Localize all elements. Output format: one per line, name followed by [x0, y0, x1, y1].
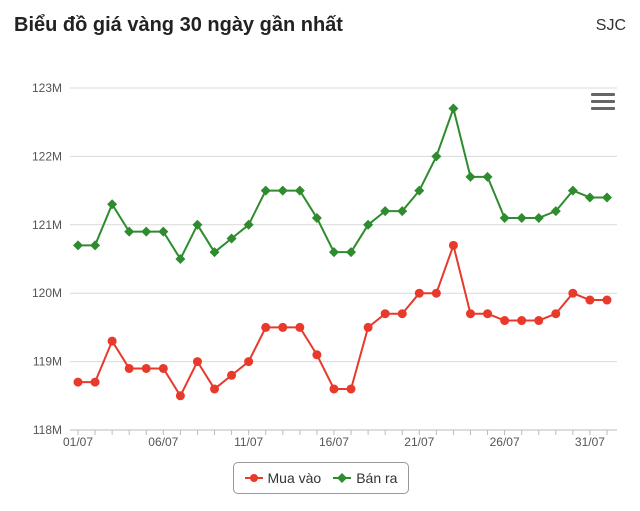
green-diamond-marker-icon	[333, 473, 352, 483]
x-tick-label: 26/07	[490, 435, 520, 449]
data-point-buy	[380, 309, 390, 319]
data-point-sell	[175, 254, 186, 264]
brand-label: SJC	[595, 17, 626, 34]
data-point-buy	[124, 363, 134, 373]
data-point-buy	[397, 309, 407, 319]
series-line-buy	[78, 244, 607, 397]
data-point-buy	[261, 322, 271, 332]
data-point-sell	[226, 233, 237, 244]
data-point-sell	[141, 226, 152, 237]
data-point-sell	[363, 219, 374, 230]
data-point-sell	[499, 212, 510, 223]
y-tick-label: 121M	[32, 218, 62, 232]
series-line-sell	[78, 107, 607, 260]
data-point-buy	[534, 316, 544, 326]
y-tick-label: 118M	[33, 423, 62, 437]
hamburger-menu-icon[interactable]	[591, 93, 615, 111]
data-point-sell	[90, 240, 101, 251]
data-point-sell	[397, 206, 408, 217]
data-point-buy	[90, 377, 100, 387]
data-point-buy	[227, 370, 237, 380]
data-point-buy	[602, 295, 612, 305]
y-tick-label: 122M	[32, 149, 62, 163]
data-point-buy	[312, 350, 322, 360]
data-point-buy	[244, 357, 254, 367]
data-point-sell	[277, 185, 288, 196]
data-point-buy	[192, 357, 202, 367]
data-point-buy	[295, 322, 305, 332]
data-point-sell	[124, 226, 135, 237]
data-point-sell	[192, 219, 203, 230]
data-point-buy	[346, 384, 356, 394]
x-tick-label: 01/07	[63, 435, 93, 449]
data-point-buy	[175, 391, 185, 401]
y-tick-label: 123M	[32, 81, 62, 95]
data-point-buy	[107, 336, 117, 346]
y-tick-label: 119M	[33, 355, 62, 369]
data-point-sell	[448, 103, 459, 114]
x-tick-label: 21/07	[404, 435, 434, 449]
data-point-buy	[278, 322, 288, 332]
data-point-sell	[243, 219, 254, 230]
data-point-buy	[210, 384, 220, 394]
data-point-buy	[517, 316, 527, 326]
data-point-buy	[141, 363, 151, 373]
data-point-buy	[448, 240, 458, 250]
red-circle-marker-icon	[244, 474, 263, 482]
data-point-buy	[483, 309, 493, 319]
chart-legend: Mua vào Bán ra	[233, 462, 409, 494]
data-point-buy	[431, 288, 441, 298]
y-tick-label: 120M	[32, 286, 62, 300]
chart-title: Biểu đồ giá vàng 30 ngày gần nhất	[14, 14, 343, 36]
legend-label-buy: Mua vào	[267, 470, 322, 486]
data-point-sell	[328, 247, 339, 258]
data-point-buy	[73, 377, 83, 387]
data-point-sell	[482, 171, 493, 182]
data-point-sell	[346, 247, 357, 258]
data-point-sell	[73, 240, 83, 251]
data-point-sell	[107, 199, 118, 210]
data-point-buy	[568, 288, 578, 298]
data-point-sell	[294, 185, 305, 196]
data-point-sell	[209, 247, 220, 258]
data-point-sell	[380, 206, 391, 217]
x-tick-label: 11/07	[234, 435, 263, 449]
data-point-sell	[516, 212, 527, 223]
data-point-sell	[414, 185, 425, 196]
data-point-sell	[533, 212, 544, 223]
data-point-buy	[414, 288, 424, 298]
legend-label-sell: Bán ra	[356, 470, 398, 486]
data-point-sell	[311, 212, 322, 223]
data-point-sell	[602, 192, 612, 203]
x-tick-label: 16/07	[319, 435, 349, 449]
data-point-buy	[329, 384, 339, 394]
data-point-buy	[158, 363, 168, 373]
data-point-sell	[584, 192, 595, 203]
data-point-buy	[585, 295, 595, 305]
x-tick-label: 31/07	[575, 435, 605, 449]
data-point-buy	[500, 316, 510, 326]
data-point-buy	[363, 322, 373, 332]
data-point-sell	[260, 185, 271, 196]
data-point-sell	[567, 185, 578, 196]
line-chart: 118M 119M 120M 121M 122M 123M 01/07 06/07 11/07 1…	[32, 81, 617, 449]
data-point-sell	[465, 171, 476, 182]
legend-item-buy[interactable]: Mua vào	[244, 470, 322, 486]
data-point-sell	[158, 226, 169, 237]
data-point-buy	[465, 309, 475, 319]
data-point-sell	[550, 206, 561, 217]
data-point-buy	[551, 309, 561, 319]
data-point-sell	[431, 151, 442, 162]
legend-item-sell[interactable]: Bán ra	[333, 470, 397, 486]
x-tick-label: 06/07	[148, 435, 178, 449]
